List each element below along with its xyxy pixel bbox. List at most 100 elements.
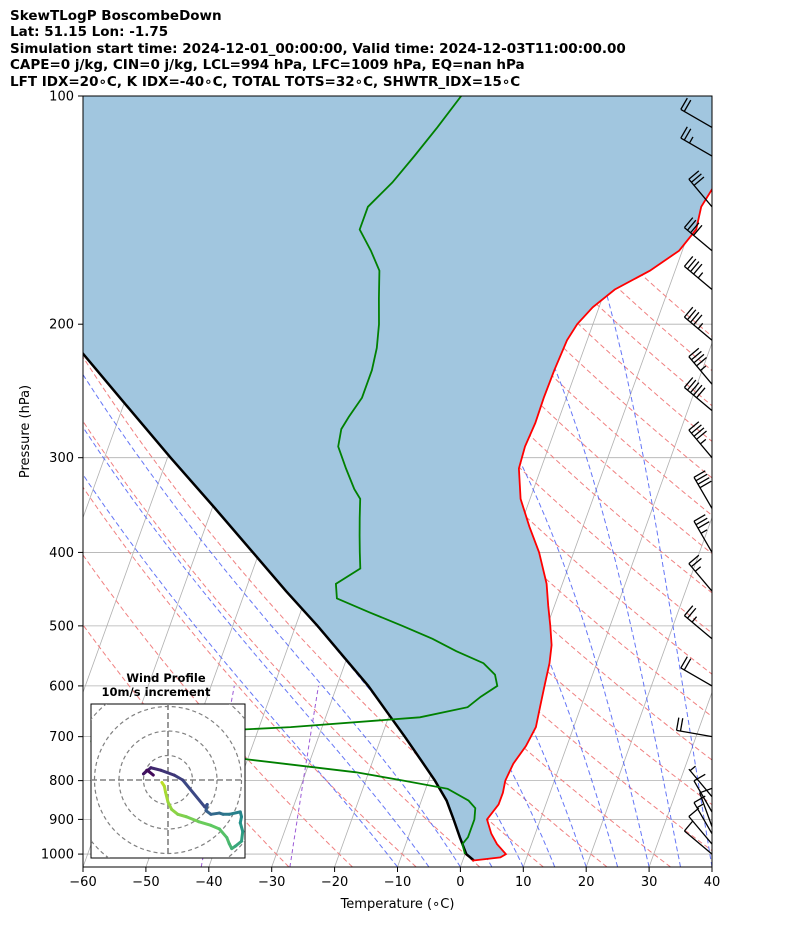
barb-staff xyxy=(699,792,713,827)
barb-feather xyxy=(680,656,688,669)
barb-staff xyxy=(676,729,713,738)
barb-staff xyxy=(684,265,713,291)
title-block: SkewTLogP BoscombeDown Lat: 51.15 Lon: -1… xyxy=(10,8,626,90)
wind-barb xyxy=(683,306,713,341)
wind-barb xyxy=(688,421,713,459)
barb-feather xyxy=(695,473,708,482)
barb-half-feather xyxy=(689,765,696,772)
barb-feather xyxy=(683,99,692,112)
barb-feather xyxy=(699,480,712,489)
barb-feather xyxy=(693,176,705,186)
title-line: Lat: 51.15 Lon: -1.75 xyxy=(10,24,169,41)
wind-barb xyxy=(683,377,713,412)
wind-barb xyxy=(683,256,713,291)
wind-barb xyxy=(680,126,713,157)
barb-feather xyxy=(693,263,703,275)
hodograph-segment xyxy=(159,768,176,777)
barb-staff xyxy=(680,108,713,128)
parcel-profile xyxy=(83,351,475,862)
barb-half-feather xyxy=(691,616,698,623)
barb-feather xyxy=(693,353,705,364)
barb-feather xyxy=(693,514,706,522)
dry-adiabat xyxy=(83,420,481,867)
barb-feather xyxy=(693,314,703,326)
barb-feather xyxy=(691,173,702,183)
axes: −60 −50 −40 −30 −20 −10 0 10 20 30 40 100 200 300 400 5… xyxy=(18,90,720,913)
barb-feather xyxy=(686,379,697,391)
barb-feather xyxy=(688,347,700,358)
hodograph-segment xyxy=(227,810,242,816)
barb-feather xyxy=(691,350,702,361)
hodograph-segment xyxy=(217,827,229,840)
mixing-ratio-line xyxy=(289,685,319,867)
x-tick-label: −50 xyxy=(132,875,159,890)
barb-feather xyxy=(683,658,692,671)
barb-feather xyxy=(693,224,703,236)
hodograph-inner xyxy=(91,704,245,858)
cape-cin-shading xyxy=(83,96,712,861)
barb-feather xyxy=(683,256,694,267)
barb-feather xyxy=(691,557,702,568)
temperature-profile xyxy=(471,187,712,862)
y-tick-label: 1000 xyxy=(41,848,74,863)
wind-barbs xyxy=(675,97,713,855)
hodograph-title: Wind Profile xyxy=(126,671,206,685)
wind-barb xyxy=(688,347,713,385)
title-line: CAPE=0 j/kg, CIN=0 j/kg, LCL=994 hPa, LF… xyxy=(10,57,525,74)
barb-feather xyxy=(680,126,688,139)
dewpoint-profile xyxy=(90,96,499,855)
barb-half-feather xyxy=(700,529,708,534)
barb-feather xyxy=(697,521,710,529)
barb-feather xyxy=(683,820,694,832)
barb-staff xyxy=(684,386,713,412)
y-tick-label: 200 xyxy=(49,318,74,333)
barb-feather xyxy=(686,309,697,321)
wind-barb xyxy=(683,820,713,855)
barb-feather xyxy=(675,717,680,731)
y-tick-label: 900 xyxy=(49,813,74,828)
y-tick-label: 600 xyxy=(49,679,74,694)
x-tick-label: −30 xyxy=(258,875,285,890)
y-tick-label: 500 xyxy=(49,619,74,634)
x-tick-label: −40 xyxy=(195,875,222,890)
barb-feather xyxy=(696,430,707,440)
x-axis-label: Temperature (∘C) xyxy=(340,897,455,912)
title-line: Simulation start time: 2024-12-01_00:00:… xyxy=(10,40,626,57)
isotherm-line xyxy=(711,865,712,867)
barb-half-feather xyxy=(696,803,704,809)
x-tick-label: −60 xyxy=(69,875,96,890)
barb-feather xyxy=(683,306,694,318)
wind-barb xyxy=(688,807,713,845)
hodograph-segment xyxy=(145,768,155,777)
barb-staff xyxy=(693,520,713,553)
barb-feather xyxy=(696,387,706,399)
wind-barb xyxy=(675,717,713,738)
barb-staff xyxy=(688,563,713,592)
barb-staff xyxy=(688,178,713,208)
hodograph-segment xyxy=(197,820,213,827)
dry-adiabat xyxy=(83,554,353,867)
isotherm-line xyxy=(0,96,46,867)
barb-feather xyxy=(683,217,694,229)
wind-barb xyxy=(688,765,713,798)
barb-staff xyxy=(684,227,713,252)
dry-adiabat xyxy=(267,96,712,555)
x-tick-label: −20 xyxy=(321,875,348,890)
hodograph-segment xyxy=(209,823,221,831)
barb-feather xyxy=(680,97,688,110)
barb-feather xyxy=(683,128,692,141)
moist-adiabat xyxy=(83,373,461,867)
barb-feather xyxy=(690,311,700,323)
wind-barb xyxy=(699,787,713,827)
barb-feather xyxy=(688,554,700,565)
barb-half-feather xyxy=(700,438,707,445)
barb-feather xyxy=(686,258,697,270)
barb-feather xyxy=(686,607,697,619)
moist-adiabat xyxy=(532,96,712,867)
barb-feather xyxy=(699,787,713,794)
hodograph-segment xyxy=(184,815,201,824)
hodograph-subtitle: 10m/s increment xyxy=(102,685,211,699)
barb-staff xyxy=(684,615,713,640)
barb-staff xyxy=(684,830,713,855)
